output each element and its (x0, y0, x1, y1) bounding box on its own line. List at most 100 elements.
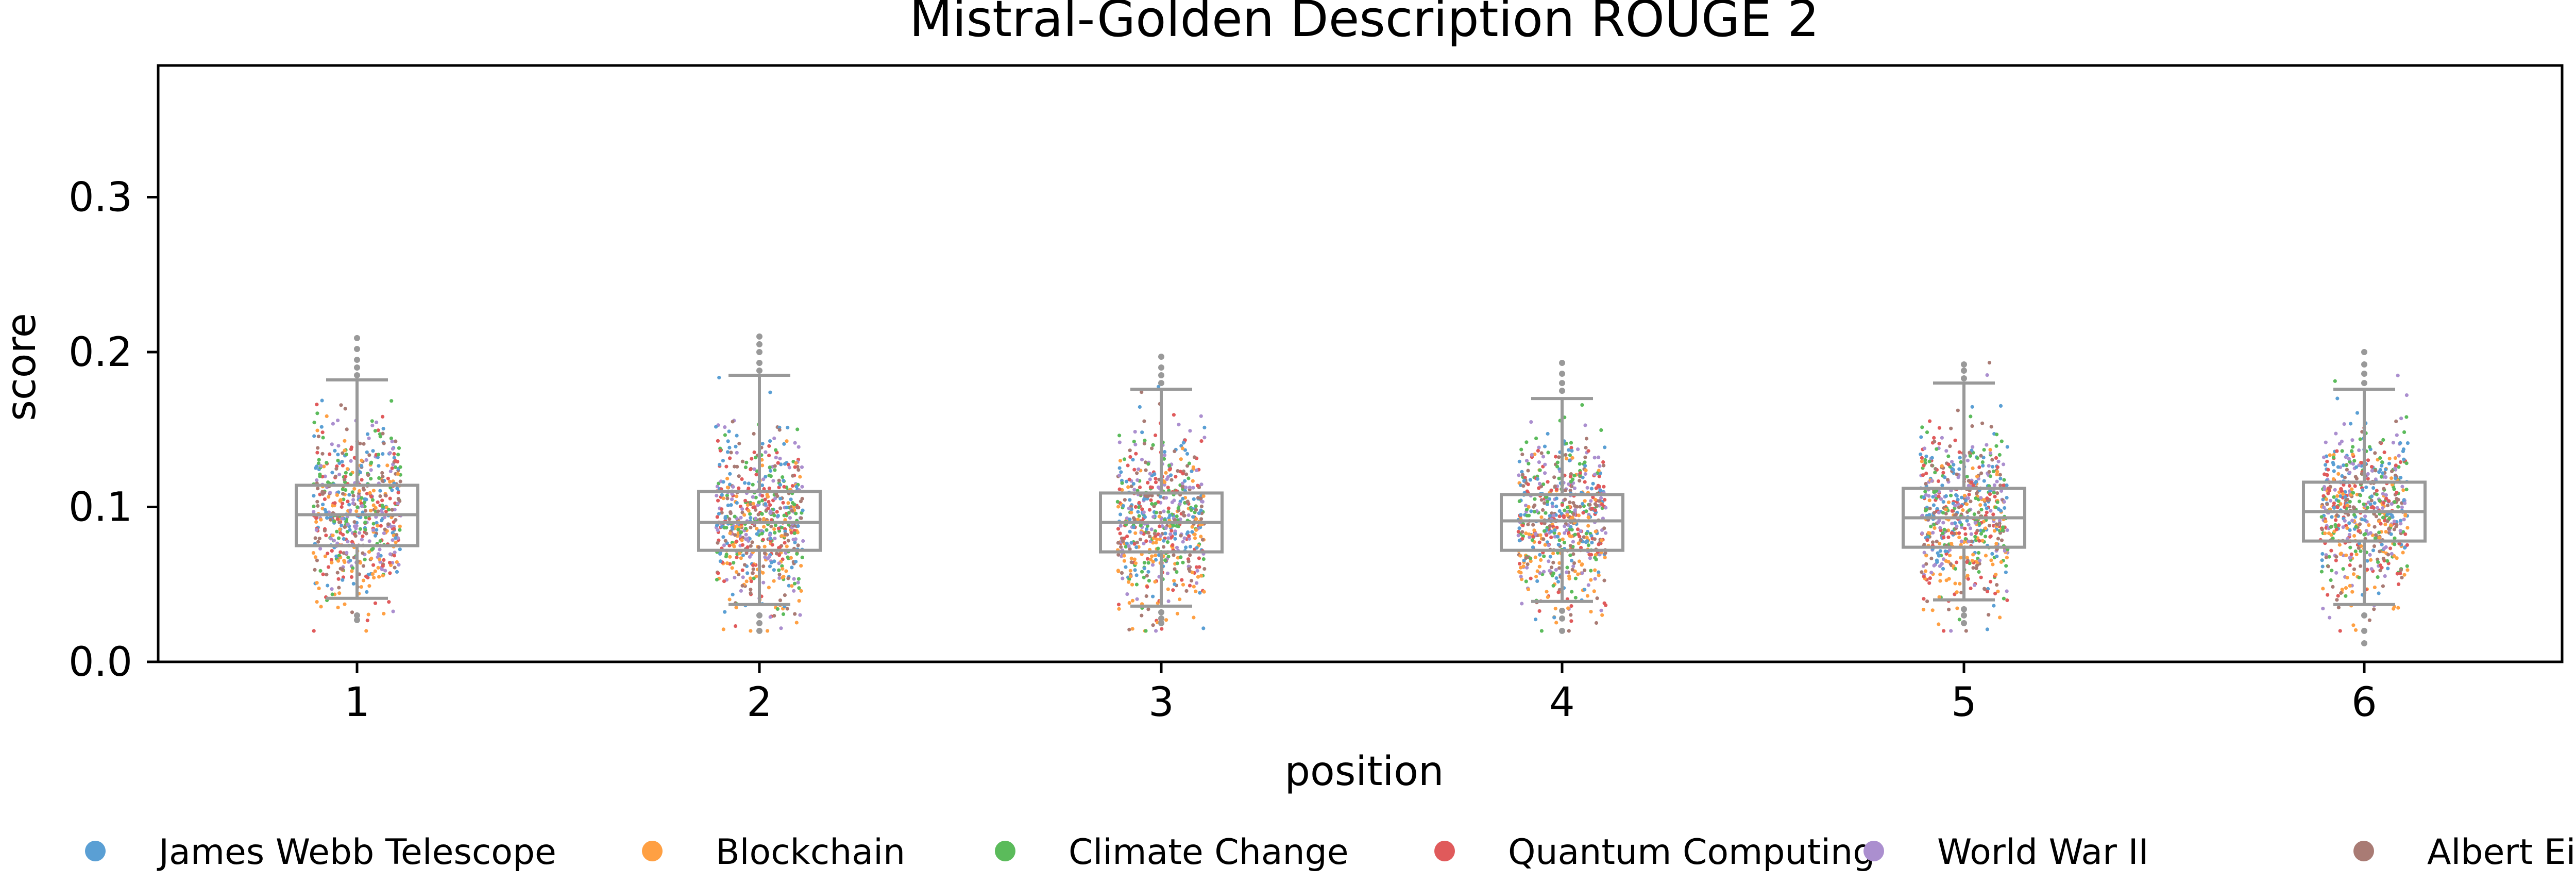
strip-point (1516, 529, 1520, 534)
strip-point (786, 576, 790, 580)
strip-point (1953, 521, 1957, 525)
strip-point (1984, 554, 1988, 558)
strip-point (2320, 552, 2325, 556)
strip-point (751, 482, 755, 487)
strip-point (1139, 530, 1143, 535)
strip-point (1950, 509, 1954, 513)
strip-point (344, 475, 348, 479)
strip-point (767, 555, 771, 559)
strip-point (2359, 549, 2363, 553)
strip-point (1588, 556, 1592, 560)
strip-point (745, 545, 750, 549)
strip-point (1589, 569, 1593, 573)
strip-point (2385, 504, 2390, 508)
strip-point (1985, 373, 1989, 377)
strip-point (1116, 505, 1121, 509)
strip-point (2378, 569, 2382, 573)
strip-point (1593, 472, 1597, 477)
strip-point (2321, 607, 2325, 611)
strip-point (1154, 433, 1158, 438)
strip-point (1581, 511, 1585, 515)
strip-point (728, 555, 732, 559)
strip-point (722, 579, 726, 584)
strip-point (343, 602, 347, 606)
strip-point (311, 551, 316, 555)
strip-point (1145, 494, 1149, 498)
strip-point (794, 511, 798, 515)
strip-point (782, 485, 786, 489)
strip-point (2403, 513, 2408, 517)
strip-point (784, 569, 788, 573)
strip-point (1142, 541, 1146, 545)
strip-point (1584, 468, 1588, 473)
strip-point (1985, 510, 1989, 514)
strip-point (792, 589, 796, 593)
strip-point (798, 475, 802, 479)
strip-point (2405, 564, 2409, 568)
strip-point (359, 464, 364, 468)
strip-point (1571, 512, 1575, 516)
strip-point (1173, 449, 1177, 454)
strip-point (316, 504, 320, 508)
strip-point (1142, 419, 1146, 423)
strip-point (1196, 496, 1200, 500)
x-tick-label: 3 (1148, 679, 1174, 726)
strip-point (369, 556, 374, 560)
strip-point (1548, 514, 1552, 518)
strip-point (1586, 543, 1590, 547)
strip-point (728, 472, 732, 476)
strip-point (1142, 510, 1146, 514)
strip-point (2339, 487, 2343, 491)
strip-point (780, 525, 784, 530)
strip-point (364, 515, 368, 520)
strip-point (1938, 579, 1942, 583)
strip-point (1924, 554, 1928, 558)
strip-point (774, 448, 778, 452)
strip-point (1539, 451, 1544, 455)
outlier-point (756, 348, 762, 355)
strip-point (1922, 463, 1926, 468)
strip-point (2402, 573, 2406, 577)
strip-point (1118, 512, 1123, 517)
strip-point (796, 445, 801, 449)
strip-point (1183, 438, 1187, 442)
strip-point (1602, 526, 1606, 530)
strip-point (1517, 499, 1521, 504)
strip-point (1930, 540, 1935, 544)
strip-point (2348, 563, 2352, 568)
strip-point (718, 559, 722, 563)
strip-point (329, 518, 333, 522)
strip-point (1190, 570, 1194, 575)
strip-point (2326, 564, 2330, 569)
strip-point (1568, 475, 1572, 479)
strip-point (1602, 578, 1606, 582)
strip-point (1175, 570, 1179, 574)
strip-point (2369, 558, 2373, 562)
strip-point (312, 421, 316, 425)
strip-point (1525, 513, 1529, 518)
strip-point (2404, 488, 2409, 492)
strip-point (2348, 499, 2352, 504)
outlier-point (354, 372, 360, 379)
strip-point (1192, 585, 1196, 589)
strip-point (760, 442, 765, 446)
strip-point (1964, 629, 1968, 633)
strip-point (752, 467, 756, 471)
strip-point (1129, 510, 1133, 514)
strip-point (1166, 506, 1171, 510)
strip-point (1978, 503, 1982, 507)
strip-point (1938, 549, 1942, 553)
strip-point (1597, 570, 1601, 574)
strip-point (2366, 477, 2370, 481)
strip-point (376, 552, 381, 556)
strip-point (335, 571, 340, 575)
strip-point (2354, 465, 2359, 469)
strip-point (1150, 446, 1154, 451)
strip-point (388, 469, 393, 473)
outlier-point (1158, 372, 1164, 379)
outlier-point (1961, 612, 1967, 619)
strip-point (367, 453, 371, 457)
strip-point (780, 564, 784, 568)
